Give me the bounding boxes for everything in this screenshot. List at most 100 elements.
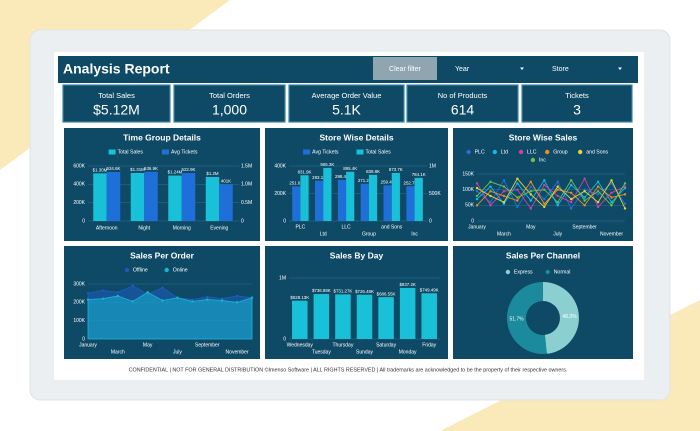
point <box>543 179 546 182</box>
point <box>556 180 559 184</box>
point <box>543 205 546 209</box>
chart-panel <box>453 128 633 241</box>
point <box>556 194 559 198</box>
point <box>529 207 533 210</box>
legend-label: Express <box>514 269 533 275</box>
value-label: 534.6K <box>107 166 121 171</box>
value-label: 965.3K <box>320 162 334 167</box>
x-tick-label: Morning <box>173 225 191 231</box>
point <box>131 300 134 303</box>
point <box>101 289 105 292</box>
legend-label: Ltd <box>501 149 508 155</box>
x-tick-label: Evening <box>210 225 228 231</box>
legend-label: Total Sales <box>118 149 144 155</box>
point <box>610 191 613 194</box>
legend-swatch <box>578 149 583 155</box>
point <box>596 185 600 188</box>
kpi-label: Tickets <box>565 91 589 100</box>
chart-title: Store Wise Details <box>319 132 393 142</box>
point <box>596 190 600 193</box>
slice-label: 48.3% <box>562 314 577 320</box>
kpi-label: Total Sales <box>98 91 135 100</box>
bar <box>144 171 158 221</box>
point <box>146 291 149 294</box>
point <box>596 201 600 204</box>
point <box>475 197 479 201</box>
value-label: $1.31M <box>130 167 145 172</box>
bar <box>346 171 355 221</box>
point <box>556 201 559 204</box>
y-tick-label: 1M <box>279 275 286 281</box>
point <box>556 204 559 207</box>
kpi-value: 5.1K <box>332 102 361 118</box>
point <box>543 202 546 205</box>
year-filter[interactable]: Year <box>455 66 470 73</box>
legend-swatch <box>124 267 130 273</box>
legend-swatch <box>356 149 364 155</box>
y-tick-label: 0 <box>82 336 85 342</box>
value-label: $1.24M <box>168 170 183 175</box>
store-filter[interactable]: Store <box>552 66 569 73</box>
point <box>623 202 627 205</box>
x-tick-label: Group <box>362 231 376 237</box>
kpi-value: 3 <box>573 102 581 118</box>
clear-filter-button[interactable] <box>373 57 437 80</box>
y-tick-label: 0 <box>283 336 286 342</box>
y-tick-label: 200K <box>73 300 85 306</box>
point <box>489 204 492 207</box>
value-label: 895.4K <box>343 166 357 171</box>
value-label: $749.49K <box>420 287 439 292</box>
clear-filter-label[interactable]: Clear filter <box>389 66 422 73</box>
x-tick-label: Monday <box>399 349 417 355</box>
point <box>569 183 573 187</box>
point <box>583 177 586 180</box>
legend-swatch <box>303 149 311 155</box>
legend-swatch <box>545 149 550 155</box>
value-label: 259.4K <box>381 179 395 184</box>
point <box>516 182 519 185</box>
x-tick-label: January <box>79 342 97 348</box>
y2-tick-label: 0.5M <box>241 200 252 206</box>
bar <box>292 300 308 339</box>
y-tick-label: 400K <box>274 163 286 169</box>
point <box>569 201 573 204</box>
legend-swatch <box>492 149 497 155</box>
point <box>161 299 164 302</box>
point <box>623 182 627 185</box>
point <box>502 194 506 198</box>
value-label: 298.4K <box>335 174 349 179</box>
point <box>623 185 627 188</box>
legend-label: Avg Tickets <box>312 149 339 155</box>
line <box>476 177 626 209</box>
x-tick-label: Saturday <box>376 342 397 348</box>
y-tick-label: 600K <box>73 163 85 169</box>
point <box>206 295 209 299</box>
point <box>610 182 613 185</box>
x-tick-label: July <box>173 349 182 355</box>
value-label: 839.8K <box>366 169 380 174</box>
bar <box>391 172 400 221</box>
y-tick-label: 200K <box>274 191 286 197</box>
dropdown-arrow[interactable] <box>618 67 622 71</box>
kpi-value: 614 <box>451 102 475 118</box>
chart-title: Sales Per Order <box>130 250 194 260</box>
x-tick-label: July <box>553 231 562 237</box>
point <box>489 194 492 198</box>
value-label: 536.9K <box>144 166 158 171</box>
y-tick-label: 150K <box>462 171 474 177</box>
x-tick-label: Ltd <box>320 231 327 237</box>
bar <box>368 174 378 221</box>
chart-title: Sales By Day <box>330 250 384 260</box>
y2-tick-label: 1.5M <box>241 163 252 169</box>
point <box>489 201 492 204</box>
x-tick-label: Tuesday <box>312 349 331 355</box>
x-tick-label: Thursday <box>333 342 354 348</box>
point <box>556 188 559 191</box>
dropdown-arrow[interactable] <box>520 67 524 71</box>
value-label: 522.9K <box>182 167 196 172</box>
point <box>235 301 239 304</box>
point <box>235 294 239 298</box>
point <box>529 199 533 202</box>
point <box>502 201 506 204</box>
